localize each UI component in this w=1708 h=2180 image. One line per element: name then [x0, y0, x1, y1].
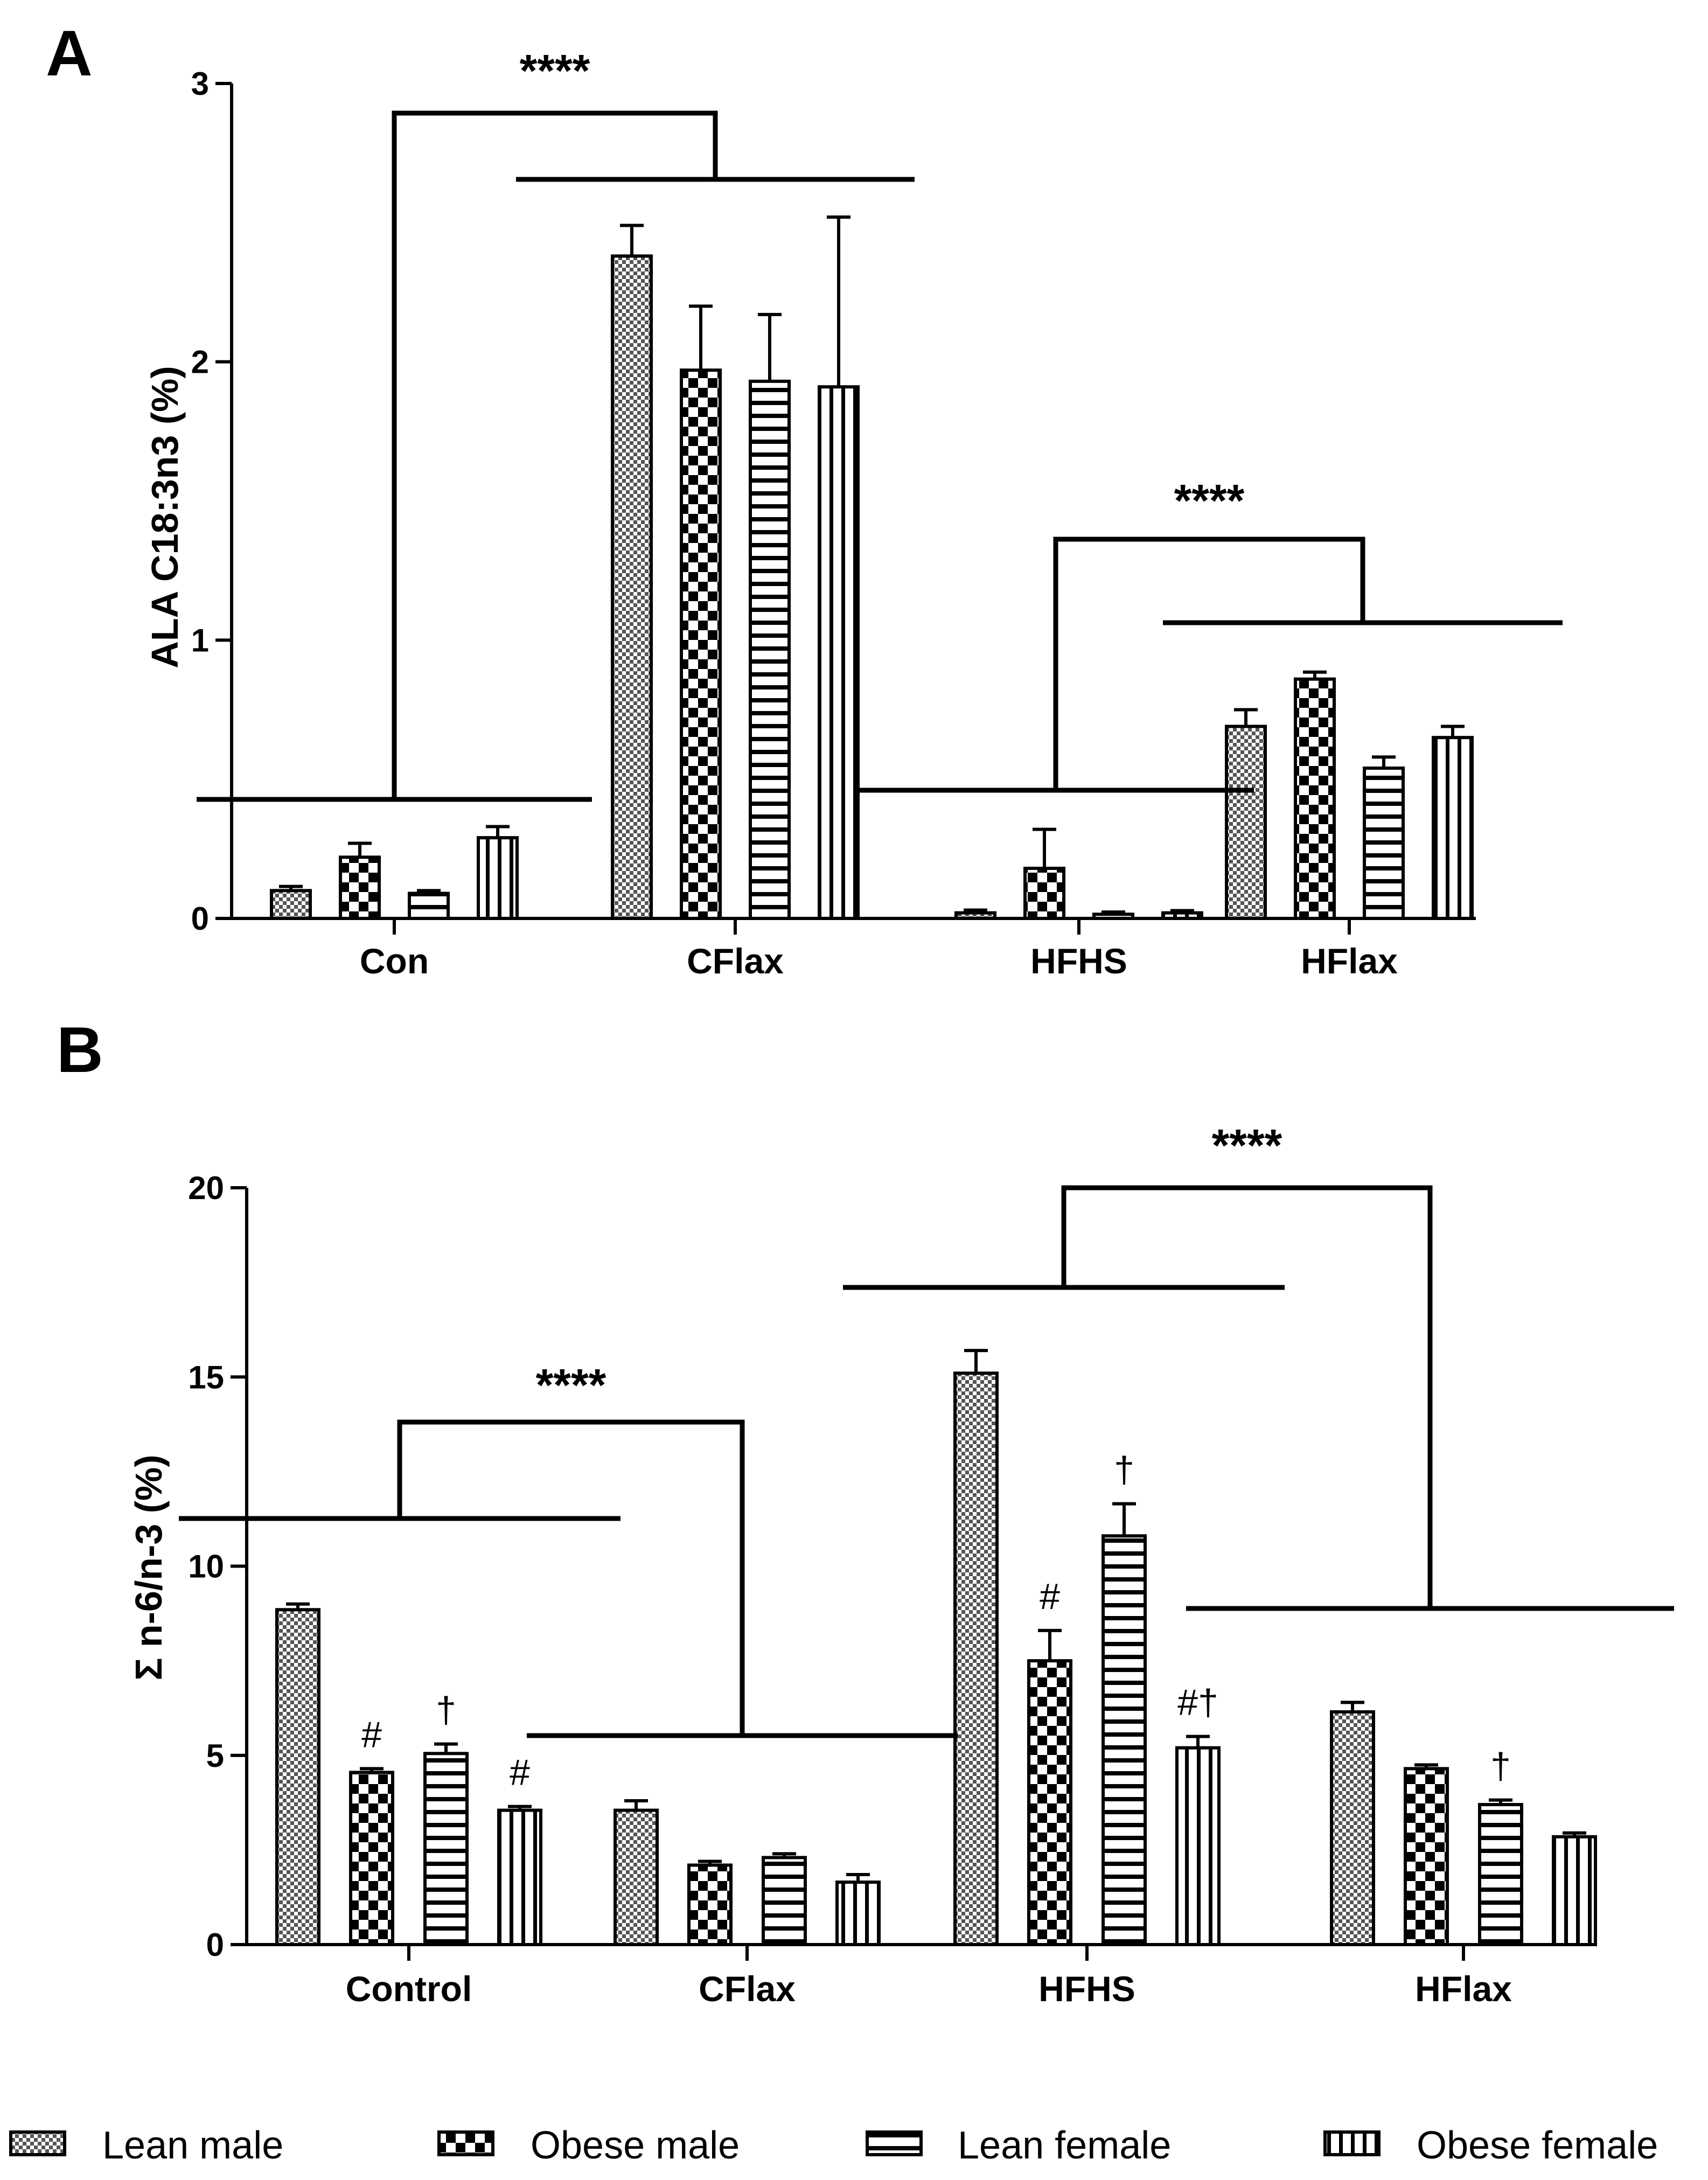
panel-b-significance-mark: #†	[1177, 1682, 1218, 1723]
panel-b-y-tick-label: 10	[188, 1549, 224, 1585]
legend-item-obese-male: Obese male	[437, 2124, 740, 2167]
panel-b-significance-mark: #	[361, 1714, 382, 1755]
legend-label: Lean male	[102, 2124, 283, 2167]
panel-b-significance-mark: †	[1114, 1450, 1134, 1491]
panel-a-y-tick-label: 0	[191, 901, 209, 937]
panel-b-bracket-label: ****	[536, 1360, 606, 1410]
panel-b-significance-mark: †	[1490, 1746, 1511, 1787]
panel-b-category-label-cflax: CFlax	[699, 1969, 796, 2009]
panel-a-bar-lean-male-hfhs	[954, 911, 996, 920]
legend-label: Lean female	[958, 2124, 1171, 2167]
panel-a-category-label-con: Con	[360, 941, 429, 981]
panel-b-category-label-control: Control	[346, 1969, 472, 2009]
panel-b-significance-mark: #	[510, 1752, 530, 1793]
panel-a-bar-obese-female-con	[477, 836, 519, 920]
panel-b-bar-obese-male-hfhs	[1027, 1659, 1072, 1946]
panel-a-bar-lean-female-hflax	[1363, 767, 1405, 920]
panel-a-bar-obese-female-hfhs	[1161, 911, 1203, 920]
panel-a-bar-obese-female-hflax	[1432, 736, 1474, 920]
panel-a-bar-lean-female-con	[408, 891, 450, 920]
panel-a-letter: A	[46, 17, 93, 89]
panel-a-category-label-cflax: CFlax	[687, 941, 784, 981]
panel-b-bar-lean-female-hfhs	[1102, 1534, 1147, 1947]
panel-b-bar-obese-female-hflax	[1552, 1835, 1597, 1947]
panel-b-y-tick-label: 20	[188, 1170, 224, 1206]
panel-b-y-tick-label: 5	[206, 1738, 224, 1774]
panel-a-bracket-connector	[1053, 537, 1365, 790]
panel-b-significance-mark: †	[436, 1690, 456, 1731]
panel-b-bar-obese-female-control	[497, 1808, 542, 1947]
panel-b-bar-obese-female-hfhs	[1175, 1746, 1221, 1946]
panel-a-bracket-label: ****	[1174, 475, 1245, 526]
panel-b-letter: B	[57, 1014, 103, 1086]
panel-b-bracket-label: ****	[1212, 1120, 1282, 1171]
panel-a-bar-lean-male-cflax	[611, 254, 653, 920]
legend-item-obese-female: Obese female	[1323, 2124, 1658, 2167]
panel-a-bar-lean-female-hfhs	[1092, 913, 1134, 920]
panel-b-bar-lean-male-control	[275, 1608, 320, 1947]
panel-b-chart: B Σ n-6/n-3 (%) 0 5 10 15 20 Control CFlax HFHS…	[57, 1014, 1674, 2009]
legend-swatch	[1323, 2130, 1381, 2156]
panel-a-category-label-hfhs: HFHS	[1030, 941, 1127, 981]
legend-swatch	[866, 2130, 923, 2156]
panel-a-y-tick-label: 1	[191, 622, 209, 658]
panel-b-bracket-connector	[1061, 1185, 1433, 1608]
legend-label: Obese female	[1417, 2124, 1658, 2167]
panel-a-y-axis-title: ALA C18:3n3 (%)	[144, 366, 186, 668]
panel-b-bar-lean-male-cflax	[614, 1808, 659, 1947]
panel-b-bar-lean-female-hflax	[1478, 1803, 1523, 1946]
legend-item-lean-female: Lean female	[866, 2124, 1171, 2167]
panel-a-y-tick-label: 3	[191, 66, 209, 102]
panel-b-bar-lean-male-hflax	[1330, 1710, 1375, 1946]
panel-b-bracket-connector	[397, 1419, 745, 1736]
panel-a-bar-obese-male-con	[339, 855, 381, 921]
panel-a-bar-obese-male-cflax	[680, 368, 722, 920]
panel-a-bar-lean-male-hflax	[1225, 725, 1267, 920]
panel-b-bar-obese-female-cflax	[835, 1880, 881, 1946]
legend-item-lean-male: Lean male	[9, 2124, 283, 2167]
panel-a-category-label-hflax: HFlax	[1301, 941, 1398, 981]
legend-swatch	[9, 2130, 66, 2156]
panel-b-significance-mark: #	[1040, 1576, 1060, 1617]
panel-a-bar-lean-male-con	[270, 889, 312, 921]
panel-a-y-tick-label: 2	[191, 344, 209, 380]
panel-a-bar-obese-male-hflax	[1294, 677, 1336, 920]
legend: Lean male Obese male Lean female Obese f…	[9, 2124, 1658, 2167]
panel-a-bar-lean-female-cflax	[749, 379, 791, 920]
legend-label: Obese male	[531, 2124, 740, 2167]
panel-b-y-axis-title: Σ n-6/n-3 (%)	[128, 1454, 170, 1680]
panel-a-bracket-connector	[392, 110, 718, 799]
panel-b-bar-lean-male-hfhs	[953, 1371, 999, 1947]
panel-b-bar-obese-male-control	[349, 1771, 394, 1947]
legend-swatch	[437, 2130, 494, 2156]
panel-b-category-label-hflax: HFlax	[1415, 1969, 1512, 2009]
panel-b-bar-obese-male-hflax	[1404, 1767, 1449, 1946]
panel-a-bar-obese-male-hfhs	[1023, 867, 1065, 920]
panel-b-bar-lean-female-control	[423, 1752, 469, 1947]
panel-b-y-tick-label: 15	[188, 1359, 224, 1395]
panel-a-bar-obese-female-cflax	[818, 385, 860, 920]
panel-b-bar-obese-male-cflax	[687, 1863, 733, 1947]
panel-b-category-label-hfhs: HFHS	[1038, 1969, 1135, 2009]
panel-a-bracket-label: ****	[520, 45, 590, 96]
panel-b-y-tick-label: 0	[206, 1927, 224, 1963]
panel-b-bar-lean-female-cflax	[762, 1856, 807, 1947]
